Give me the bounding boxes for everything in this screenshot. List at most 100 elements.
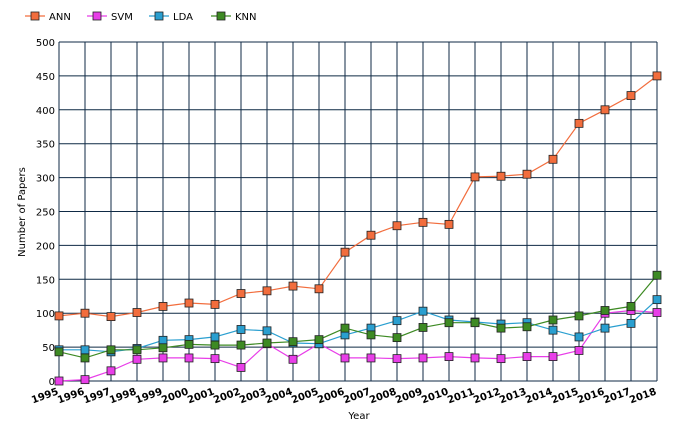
data-point-ann [236, 289, 246, 298]
data-point-svm [340, 353, 350, 363]
data-point-svm [392, 354, 402, 364]
data-point-ann [548, 154, 558, 164]
y-tick-label: 450 [36, 72, 55, 83]
data-point-ann [314, 284, 324, 294]
data-point-lda [262, 326, 272, 336]
data-point-svm [184, 353, 194, 363]
data-point-svm [236, 363, 246, 372]
data-point-knn [54, 347, 64, 357]
data-point-ann [418, 217, 428, 227]
data-point-ann [652, 71, 662, 81]
series-markers [54, 71, 662, 386]
legend-marker-svm [92, 11, 102, 21]
data-point-knn [444, 318, 454, 328]
data-point-ann [158, 302, 168, 311]
data-point-ann [54, 311, 64, 321]
data-point-lda [418, 306, 428, 316]
data-point-svm [418, 353, 428, 363]
legend-label-svm: SVM [111, 12, 133, 23]
data-point-lda [600, 323, 610, 333]
data-point-svm [288, 354, 298, 364]
x-axis-title: Year [347, 411, 370, 422]
y-tick-label: 200 [36, 241, 55, 252]
data-point-knn [548, 315, 558, 325]
y-tick-label: 500 [36, 38, 55, 49]
data-point-ann [366, 230, 376, 240]
data-point-knn [496, 323, 506, 333]
data-point-knn [158, 343, 168, 353]
legend-marker-knn [216, 11, 226, 21]
data-point-knn [106, 345, 116, 355]
data-point-lda [236, 325, 246, 334]
y-tick-label: 50 [42, 343, 55, 354]
y-axis-title: Number of Papers [17, 167, 28, 257]
data-point-svm [80, 375, 90, 385]
data-point-knn [652, 270, 662, 280]
data-point-lda [574, 332, 584, 342]
data-point-svm [496, 354, 506, 364]
data-point-ann [626, 91, 636, 100]
data-point-ann [522, 169, 532, 179]
data-point-knn [132, 345, 142, 355]
data-point-knn [340, 323, 350, 333]
data-point-knn [392, 333, 402, 343]
data-point-knn [80, 353, 90, 363]
data-point-knn [366, 330, 376, 340]
data-point-svm [106, 366, 116, 376]
data-point-svm [132, 354, 142, 364]
y-tick-label: 250 [36, 208, 55, 219]
data-point-ann [210, 299, 220, 309]
legend-marker-lda [154, 11, 164, 21]
data-point-ann [262, 286, 272, 296]
data-point-ann [496, 171, 506, 181]
x-axis-ticks: 1995199619971998199920002001200220032004… [30, 386, 658, 406]
data-point-svm [574, 346, 584, 355]
data-point-lda [626, 318, 636, 328]
data-point-svm [652, 308, 662, 317]
x-tick-label: 2018 [628, 386, 658, 406]
data-point-svm [444, 352, 454, 361]
data-point-knn [288, 337, 298, 347]
data-point-lda [80, 345, 90, 355]
data-point-ann [132, 308, 142, 317]
data-point-svm [470, 353, 480, 363]
data-point-svm [210, 354, 220, 364]
data-point-lda [158, 335, 168, 345]
y-axis-ticks: 0 50 100 150 200 250 300 350 400 450 500 [36, 38, 55, 388]
y-tick-label: 350 [36, 140, 55, 151]
data-point-knn [470, 318, 480, 328]
y-tick-label: 0 [49, 377, 55, 388]
data-point-svm [54, 376, 64, 386]
data-point-ann [600, 105, 610, 115]
data-point-ann [470, 172, 480, 182]
data-point-ann [106, 312, 116, 321]
data-point-lda [548, 325, 558, 335]
data-point-lda [210, 332, 220, 342]
y-tick-label: 150 [36, 275, 55, 286]
data-point-ann [80, 308, 90, 318]
grid [58, 41, 658, 382]
y-tick-label: 300 [36, 174, 55, 185]
data-point-knn [236, 340, 246, 350]
data-point-knn [184, 339, 194, 349]
data-point-knn [522, 322, 532, 332]
data-point-knn [600, 306, 610, 315]
data-point-ann [184, 298, 194, 308]
data-point-knn [626, 302, 636, 311]
y-tick-label: 100 [36, 309, 55, 320]
data-point-knn [574, 311, 584, 321]
data-point-ann [574, 118, 584, 128]
data-point-svm [366, 353, 376, 363]
data-point-knn [262, 338, 272, 348]
legend: ANN SVM LDA KNN [25, 11, 257, 23]
data-point-svm [522, 352, 532, 361]
data-point-svm [548, 352, 558, 361]
data-point-lda [652, 295, 662, 305]
legend-label-knn: KNN [235, 12, 257, 23]
data-point-ann [340, 247, 350, 257]
y-tick-label: 400 [36, 106, 55, 117]
data-point-knn [210, 340, 220, 350]
data-point-knn [314, 335, 324, 345]
data-point-lda [392, 316, 402, 326]
